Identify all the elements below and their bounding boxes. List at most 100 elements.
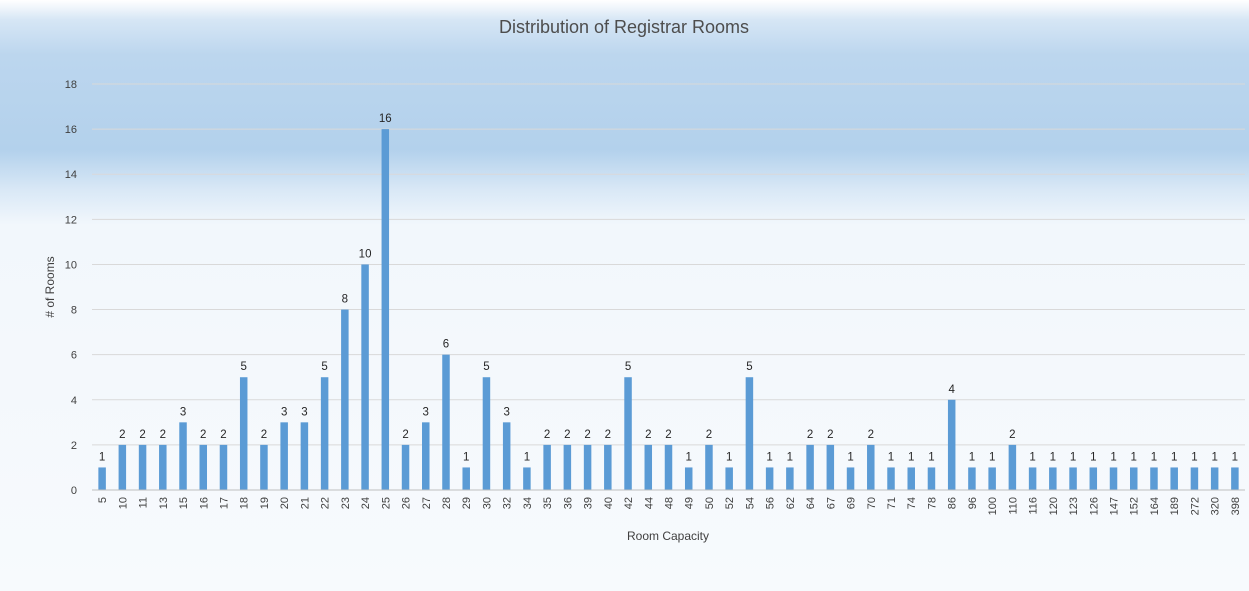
x-tick-label: 49 bbox=[684, 497, 696, 509]
x-tick-label: 189 bbox=[1169, 497, 1181, 515]
bar bbox=[887, 467, 895, 490]
x-tick-label: 26 bbox=[401, 497, 413, 509]
x-tick-label: 35 bbox=[542, 497, 554, 509]
bar bbox=[806, 444, 814, 490]
y-tick-label: 10 bbox=[65, 259, 77, 271]
x-tick-label: 40 bbox=[603, 497, 615, 509]
data-label: 5 bbox=[746, 361, 752, 373]
y-tick-label: 16 bbox=[65, 124, 77, 136]
data-label: 5 bbox=[625, 361, 631, 373]
x-axis-ticks: 5 10 11 13 15 16 17 18 19 20 21 22 23 24 25 26 27 28 29 30 3… bbox=[97, 497, 1242, 515]
x-tick-label: 21 bbox=[299, 497, 311, 509]
data-label: 2 bbox=[160, 429, 166, 441]
bar bbox=[320, 377, 329, 490]
bar bbox=[846, 467, 855, 490]
data-label: 2 bbox=[119, 429, 125, 441]
data-label: 1 bbox=[1151, 451, 1157, 463]
data-label: 10 bbox=[359, 248, 372, 260]
x-tick-label: 74 bbox=[906, 497, 918, 509]
bar bbox=[1210, 467, 1219, 490]
bar bbox=[1190, 467, 1199, 490]
x-tick-label: 20 bbox=[279, 497, 291, 509]
data-label: 1 bbox=[1191, 451, 1197, 463]
x-tick-label: 110 bbox=[1007, 497, 1019, 515]
bar bbox=[745, 377, 754, 490]
bar bbox=[361, 264, 369, 490]
x-tick-label: 18 bbox=[239, 497, 251, 509]
x-tick-label: 70 bbox=[866, 497, 878, 509]
data-label: 1 bbox=[989, 451, 995, 463]
x-tick-label: 152 bbox=[1129, 497, 1141, 515]
x-tick-label: 44 bbox=[643, 497, 655, 509]
data-label: 1 bbox=[1110, 451, 1116, 463]
x-tick-label: 13 bbox=[158, 497, 170, 509]
x-tick-label: 36 bbox=[562, 497, 574, 509]
y-tick-label: 8 bbox=[71, 305, 77, 317]
bar bbox=[705, 444, 713, 490]
x-tick-label: 120 bbox=[1048, 497, 1060, 515]
data-label: 2 bbox=[1009, 429, 1015, 441]
data-label: 1 bbox=[686, 451, 692, 463]
x-tick-label: 123 bbox=[1068, 497, 1080, 515]
bar bbox=[199, 444, 208, 490]
data-label: 2 bbox=[200, 429, 206, 441]
data-label: 1 bbox=[1070, 451, 1076, 463]
x-tick-label: 147 bbox=[1109, 497, 1121, 515]
x-tick-label: 52 bbox=[724, 497, 736, 509]
bar bbox=[1049, 467, 1057, 490]
x-tick-label: 50 bbox=[704, 497, 716, 509]
data-label: 2 bbox=[706, 429, 712, 441]
bar bbox=[604, 444, 612, 490]
bar bbox=[442, 354, 450, 490]
bar bbox=[401, 444, 410, 490]
data-label: 8 bbox=[342, 294, 348, 306]
bar bbox=[1170, 467, 1178, 490]
x-tick-label: 29 bbox=[461, 497, 473, 509]
bar bbox=[947, 399, 956, 490]
x-tick-label: 398 bbox=[1230, 497, 1242, 515]
bar bbox=[644, 444, 653, 490]
data-label: 1 bbox=[1029, 451, 1035, 463]
data-label: 1 bbox=[1232, 451, 1238, 463]
x-tick-label: 56 bbox=[765, 497, 777, 509]
bar bbox=[664, 444, 673, 490]
data-label: 5 bbox=[321, 361, 327, 373]
data-label: 1 bbox=[888, 451, 894, 463]
bar bbox=[300, 422, 309, 490]
x-tick-label: 27 bbox=[421, 497, 433, 509]
data-label: 2 bbox=[261, 429, 267, 441]
bar bbox=[1150, 467, 1158, 490]
data-label: 3 bbox=[281, 406, 287, 418]
bar bbox=[1109, 467, 1118, 490]
data-label: 1 bbox=[969, 451, 975, 463]
bar bbox=[563, 444, 572, 490]
gridlines bbox=[92, 83, 1245, 446]
data-label: 2 bbox=[584, 429, 590, 441]
x-tick-label: 11 bbox=[138, 497, 150, 508]
bar bbox=[219, 444, 228, 490]
bar bbox=[159, 444, 167, 490]
x-tick-label: 23 bbox=[340, 497, 352, 509]
x-tick-label: 5 bbox=[97, 497, 109, 503]
bar bbox=[523, 467, 531, 490]
bar bbox=[624, 377, 632, 490]
x-tick-label: 24 bbox=[360, 497, 372, 509]
data-label: 2 bbox=[402, 429, 408, 441]
x-tick-label: 28 bbox=[441, 497, 453, 509]
data-label: 1 bbox=[99, 451, 105, 463]
x-tick-label: 19 bbox=[259, 497, 271, 509]
data-label: 3 bbox=[180, 406, 186, 418]
y-tick-label: 4 bbox=[71, 395, 77, 407]
bar bbox=[684, 467, 693, 490]
data-label: 2 bbox=[807, 429, 813, 441]
data-label: 2 bbox=[220, 429, 226, 441]
data-label: 2 bbox=[665, 429, 671, 441]
bar bbox=[239, 377, 248, 490]
data-label: 2 bbox=[868, 429, 874, 441]
chart-title: Distribution of Registrar Rooms bbox=[499, 17, 749, 37]
data-label: 1 bbox=[1050, 451, 1056, 463]
data-labels: 1 2 2 2 3 2 2 5 2 3 3 5 8 10 16 2 3 6 1 5 3 1 2 2 2 2 5 2 2 1 2 1 5 1 1 2 2 1… bbox=[99, 113, 1238, 463]
x-tick-label: 17 bbox=[218, 497, 230, 509]
